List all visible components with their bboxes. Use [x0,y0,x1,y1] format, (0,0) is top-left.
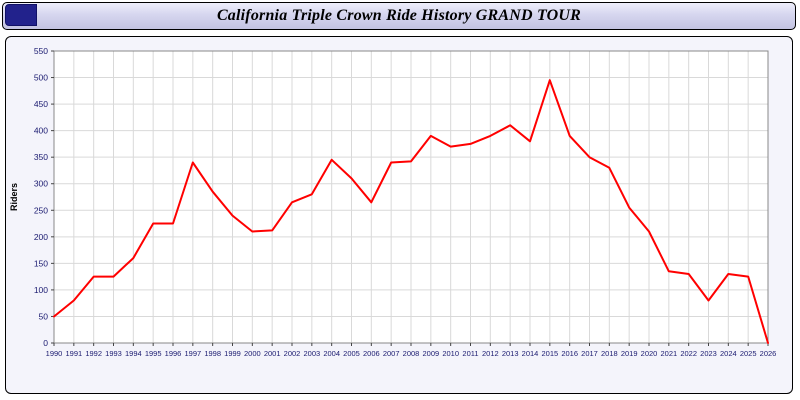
svg-text:1990: 1990 [46,349,63,358]
svg-text:150: 150 [34,258,48,268]
svg-text:2001: 2001 [264,349,281,358]
svg-text:550: 550 [34,46,48,56]
svg-text:2013: 2013 [502,349,519,358]
svg-text:2020: 2020 [641,349,658,358]
svg-text:200: 200 [34,232,48,242]
grid-lines [53,50,769,344]
svg-text:50: 50 [39,311,49,321]
svg-text:2022: 2022 [680,349,697,358]
svg-text:2025: 2025 [740,349,757,358]
y-axis-title: Riders [9,183,19,211]
svg-text:1995: 1995 [145,349,162,358]
svg-text:1997: 1997 [184,349,201,358]
svg-text:2008: 2008 [403,349,420,358]
svg-text:2018: 2018 [601,349,618,358]
svg-text:1993: 1993 [105,349,122,358]
svg-text:2014: 2014 [522,349,539,358]
svg-text:2003: 2003 [303,349,320,358]
svg-text:250: 250 [34,205,48,215]
svg-text:450: 450 [34,99,48,109]
svg-text:2015: 2015 [541,349,558,358]
window-icon [5,4,37,26]
chart-title: California Triple Crown Ride History GRA… [216,7,582,24]
svg-text:1992: 1992 [85,349,102,358]
svg-text:2016: 2016 [561,349,578,358]
svg-text:2006: 2006 [363,349,380,358]
svg-text:2017: 2017 [581,349,598,358]
svg-text:2004: 2004 [323,349,340,358]
svg-text:350: 350 [34,152,48,162]
x-axis-labels: 1990 1991 1992 1993 1994 1995 1996 1997 1998 1999… [46,349,777,358]
svg-text:0: 0 [43,338,48,348]
svg-text:2009: 2009 [422,349,439,358]
svg-text:400: 400 [34,126,48,136]
svg-text:2021: 2021 [660,349,677,358]
svg-text:2023: 2023 [700,349,717,358]
svg-text:1994: 1994 [125,349,142,358]
svg-text:2011: 2011 [462,349,478,358]
y-axis-labels: 0 50 100 150 200 250 300 350 400 450 500 550 [34,46,48,348]
svg-text:2026: 2026 [760,349,777,358]
svg-text:1996: 1996 [165,349,182,358]
svg-text:300: 300 [34,179,48,189]
svg-text:100: 100 [34,285,48,295]
window-title-bar: California Triple Crown Ride History GRA… [2,2,796,30]
svg-text:2005: 2005 [343,349,360,358]
svg-text:2010: 2010 [442,349,459,358]
svg-text:1999: 1999 [224,349,241,358]
svg-text:2024: 2024 [720,349,737,358]
svg-text:1991: 1991 [65,349,82,358]
svg-text:2000: 2000 [244,349,261,358]
axis-ticks [51,50,769,346]
riders-line [53,79,769,344]
svg-text:1998: 1998 [204,349,221,358]
svg-text:2019: 2019 [621,349,638,358]
chart-panel: 0 50 100 150 200 250 300 350 400 450 500 550 1990 199… [5,36,793,394]
svg-text:2002: 2002 [284,349,301,358]
svg-text:500: 500 [34,73,48,83]
svg-text:2007: 2007 [383,349,400,358]
svg-text:2012: 2012 [482,349,499,358]
